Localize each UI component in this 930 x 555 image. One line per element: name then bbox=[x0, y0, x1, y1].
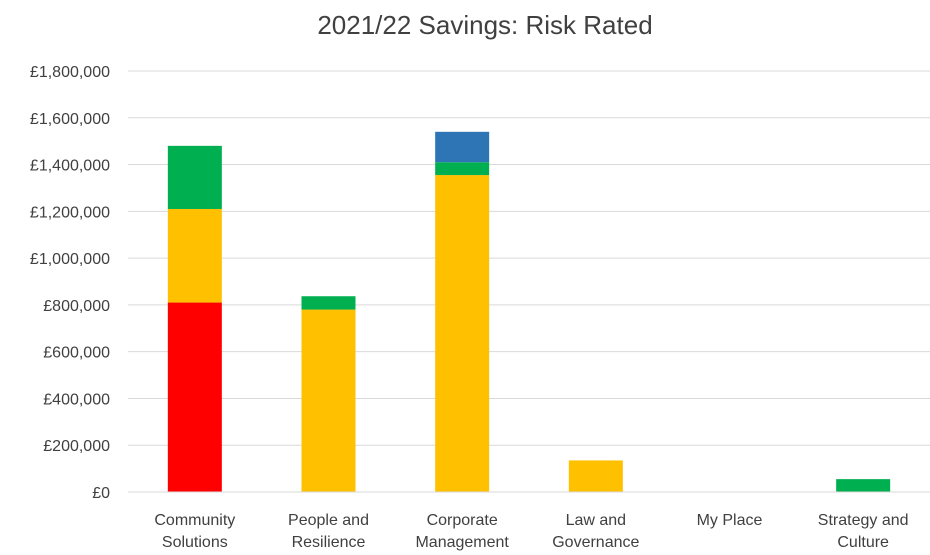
y-tick-label: £200,000 bbox=[43, 438, 110, 455]
y-tick-label: £1,800,000 bbox=[30, 64, 110, 81]
y-tick-label: £1,600,000 bbox=[30, 111, 110, 128]
chart-title: 2021/22 Savings: Risk Rated bbox=[317, 10, 653, 40]
y-tick-label: £600,000 bbox=[43, 345, 110, 362]
category-label: Community Solutions bbox=[154, 512, 235, 551]
bar-segment bbox=[435, 175, 490, 492]
bar-segment bbox=[301, 296, 356, 310]
bar-segment bbox=[167, 208, 222, 303]
category-label: My Place bbox=[697, 512, 763, 529]
category-label: People and Resilience bbox=[288, 512, 369, 551]
y-tick-label: £1,400,000 bbox=[30, 158, 110, 175]
bar-segment bbox=[568, 460, 623, 492]
gridlines bbox=[128, 70, 930, 446]
bars bbox=[167, 131, 891, 492]
y-tick-label: £0 bbox=[92, 485, 110, 502]
y-tick-label: £800,000 bbox=[43, 298, 110, 315]
category-labels: Community Solutions People and Resilience Co… bbox=[154, 512, 908, 551]
category-label: Strategy and Culture bbox=[818, 512, 909, 551]
bar-segment bbox=[435, 131, 490, 163]
bar-segment bbox=[167, 145, 222, 209]
bar-segment bbox=[435, 162, 490, 176]
category-label: Law and Governance bbox=[552, 512, 639, 551]
bar-segment bbox=[836, 479, 891, 492]
y-tick-label: £1,000,000 bbox=[30, 251, 110, 268]
category-label: Corporate Management bbox=[415, 512, 509, 551]
y-tick-label: £1,200,000 bbox=[30, 204, 110, 221]
bar-segment bbox=[301, 309, 356, 492]
y-tick-label: £400,000 bbox=[43, 391, 110, 408]
bar-segment bbox=[167, 302, 222, 492]
y-axis-tick-labels: £0 £200,000 £400,000 £600,000 £800,000 £1,000… bbox=[30, 64, 110, 502]
